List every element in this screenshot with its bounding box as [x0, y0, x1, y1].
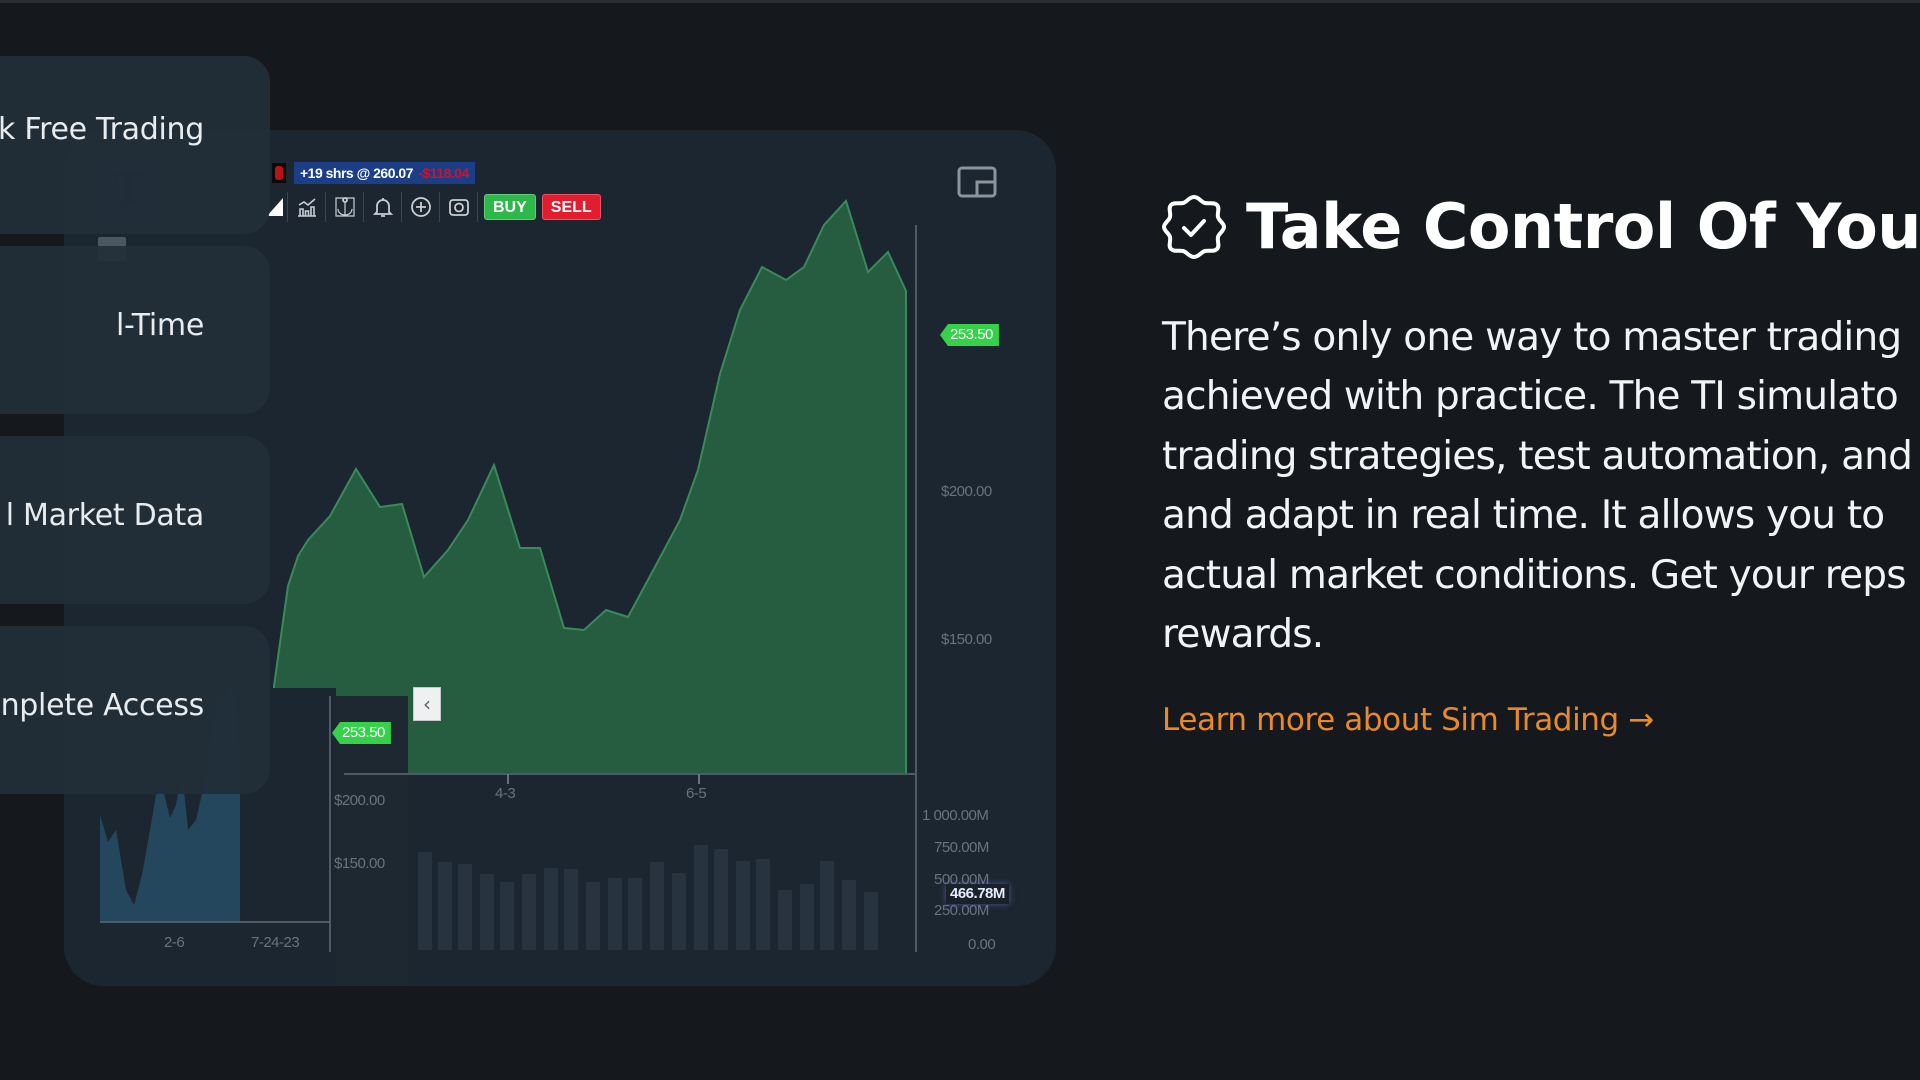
position-text: +19 shrs @ 260.07 — [300, 165, 413, 181]
section-heading-row: Take Control Of Your — [1160, 190, 1920, 263]
sell-button[interactable]: SELL — [541, 194, 601, 220]
feature-label: nplete Access — [0, 688, 205, 723]
mini-y-tick-label: $150.00 — [334, 855, 385, 872]
paragraph-line: achieved with practice. The TI simulato — [1162, 374, 1899, 420]
feature-card-risk-free-trading[interactable]: k Free Trading — [0, 56, 270, 234]
add-icon[interactable] — [402, 192, 440, 222]
indicators-icon[interactable] — [288, 192, 326, 222]
volume-tick-label: 750.00M — [934, 839, 989, 856]
picture-in-picture-icon[interactable] — [957, 166, 997, 198]
last-volume-tag: 466.78M — [946, 884, 1009, 904]
paragraph-line: trading strategies, test automation, and — [1162, 433, 1913, 479]
volume-tick-label: 1 000.00M — [922, 807, 989, 824]
last-price-tag: 253.50 — [940, 324, 999, 346]
section-heading: Take Control Of Your — [1246, 190, 1920, 263]
paragraph-line: and adapt in real time. It allows you to — [1162, 493, 1885, 539]
feature-card-real-time[interactable]: l-Time — [0, 246, 270, 414]
x-tick-label: 6-5 — [686, 785, 707, 802]
feature-card-real-market-data[interactable]: l Market Data — [0, 436, 270, 604]
camera-icon[interactable] — [440, 192, 478, 222]
verified-badge-icon — [1162, 194, 1226, 259]
mini-y-tick-label: $200.00 — [334, 792, 385, 809]
mini-last-price-tag: 253.50 — [332, 722, 391, 744]
volume-tick-label: 0.00 — [968, 936, 996, 953]
top-edge — [0, 0, 1920, 3]
learn-more-sim-trading-link[interactable]: Learn more about Sim Trading → — [1162, 702, 1654, 738]
y-tick-label: $150.00 — [941, 631, 992, 648]
feature-label: l Market Data — [5, 498, 205, 533]
feature-label: l-Time — [115, 308, 204, 343]
x-tick-label: 4-3 — [495, 785, 516, 802]
mini-x-tick-label: 7-24-23 — [251, 934, 300, 951]
feature-label: k Free Trading — [0, 112, 204, 147]
drawing-triangle-icon[interactable] — [262, 192, 288, 222]
main-price-area — [273, 199, 907, 775]
buy-button[interactable]: BUY — [484, 194, 536, 220]
feature-card-complete-access[interactable]: nplete Access — [0, 626, 270, 794]
volume-tick-label: 500.00M — [934, 871, 989, 888]
paragraph-line: rewards. — [1162, 612, 1324, 658]
position-summary: +19 shrs @ 260.07 -$118.04 — [294, 162, 475, 184]
chart-toolbar: BUY SELL — [262, 192, 601, 222]
y-tick-label: $200.00 — [941, 483, 992, 500]
position-pl: -$118.04 — [418, 165, 469, 181]
volume-tick-label: 250.00M — [934, 902, 989, 919]
chevron-left-icon: ‹ — [423, 692, 431, 716]
collapse-panel-button[interactable]: ‹ — [413, 687, 441, 721]
chart-widget-card: T +19 shrs @ 260.07 -$118.04 BUY SELL — [64, 130, 1056, 986]
anchor-icon[interactable] — [326, 192, 364, 222]
mini-x-tick-label: 2-6 — [164, 934, 185, 951]
alert-bell-icon[interactable] — [364, 192, 402, 222]
volume-bars — [418, 845, 878, 950]
section-paragraph: There’s only one way to master trading a… — [1162, 308, 1920, 664]
price-chart[interactable] — [64, 130, 1056, 986]
paragraph-line: There’s only one way to master trading — [1162, 315, 1902, 360]
position-indicator — [272, 163, 286, 183]
paragraph-line: actual market conditions. Get your reps — [1162, 552, 1907, 598]
